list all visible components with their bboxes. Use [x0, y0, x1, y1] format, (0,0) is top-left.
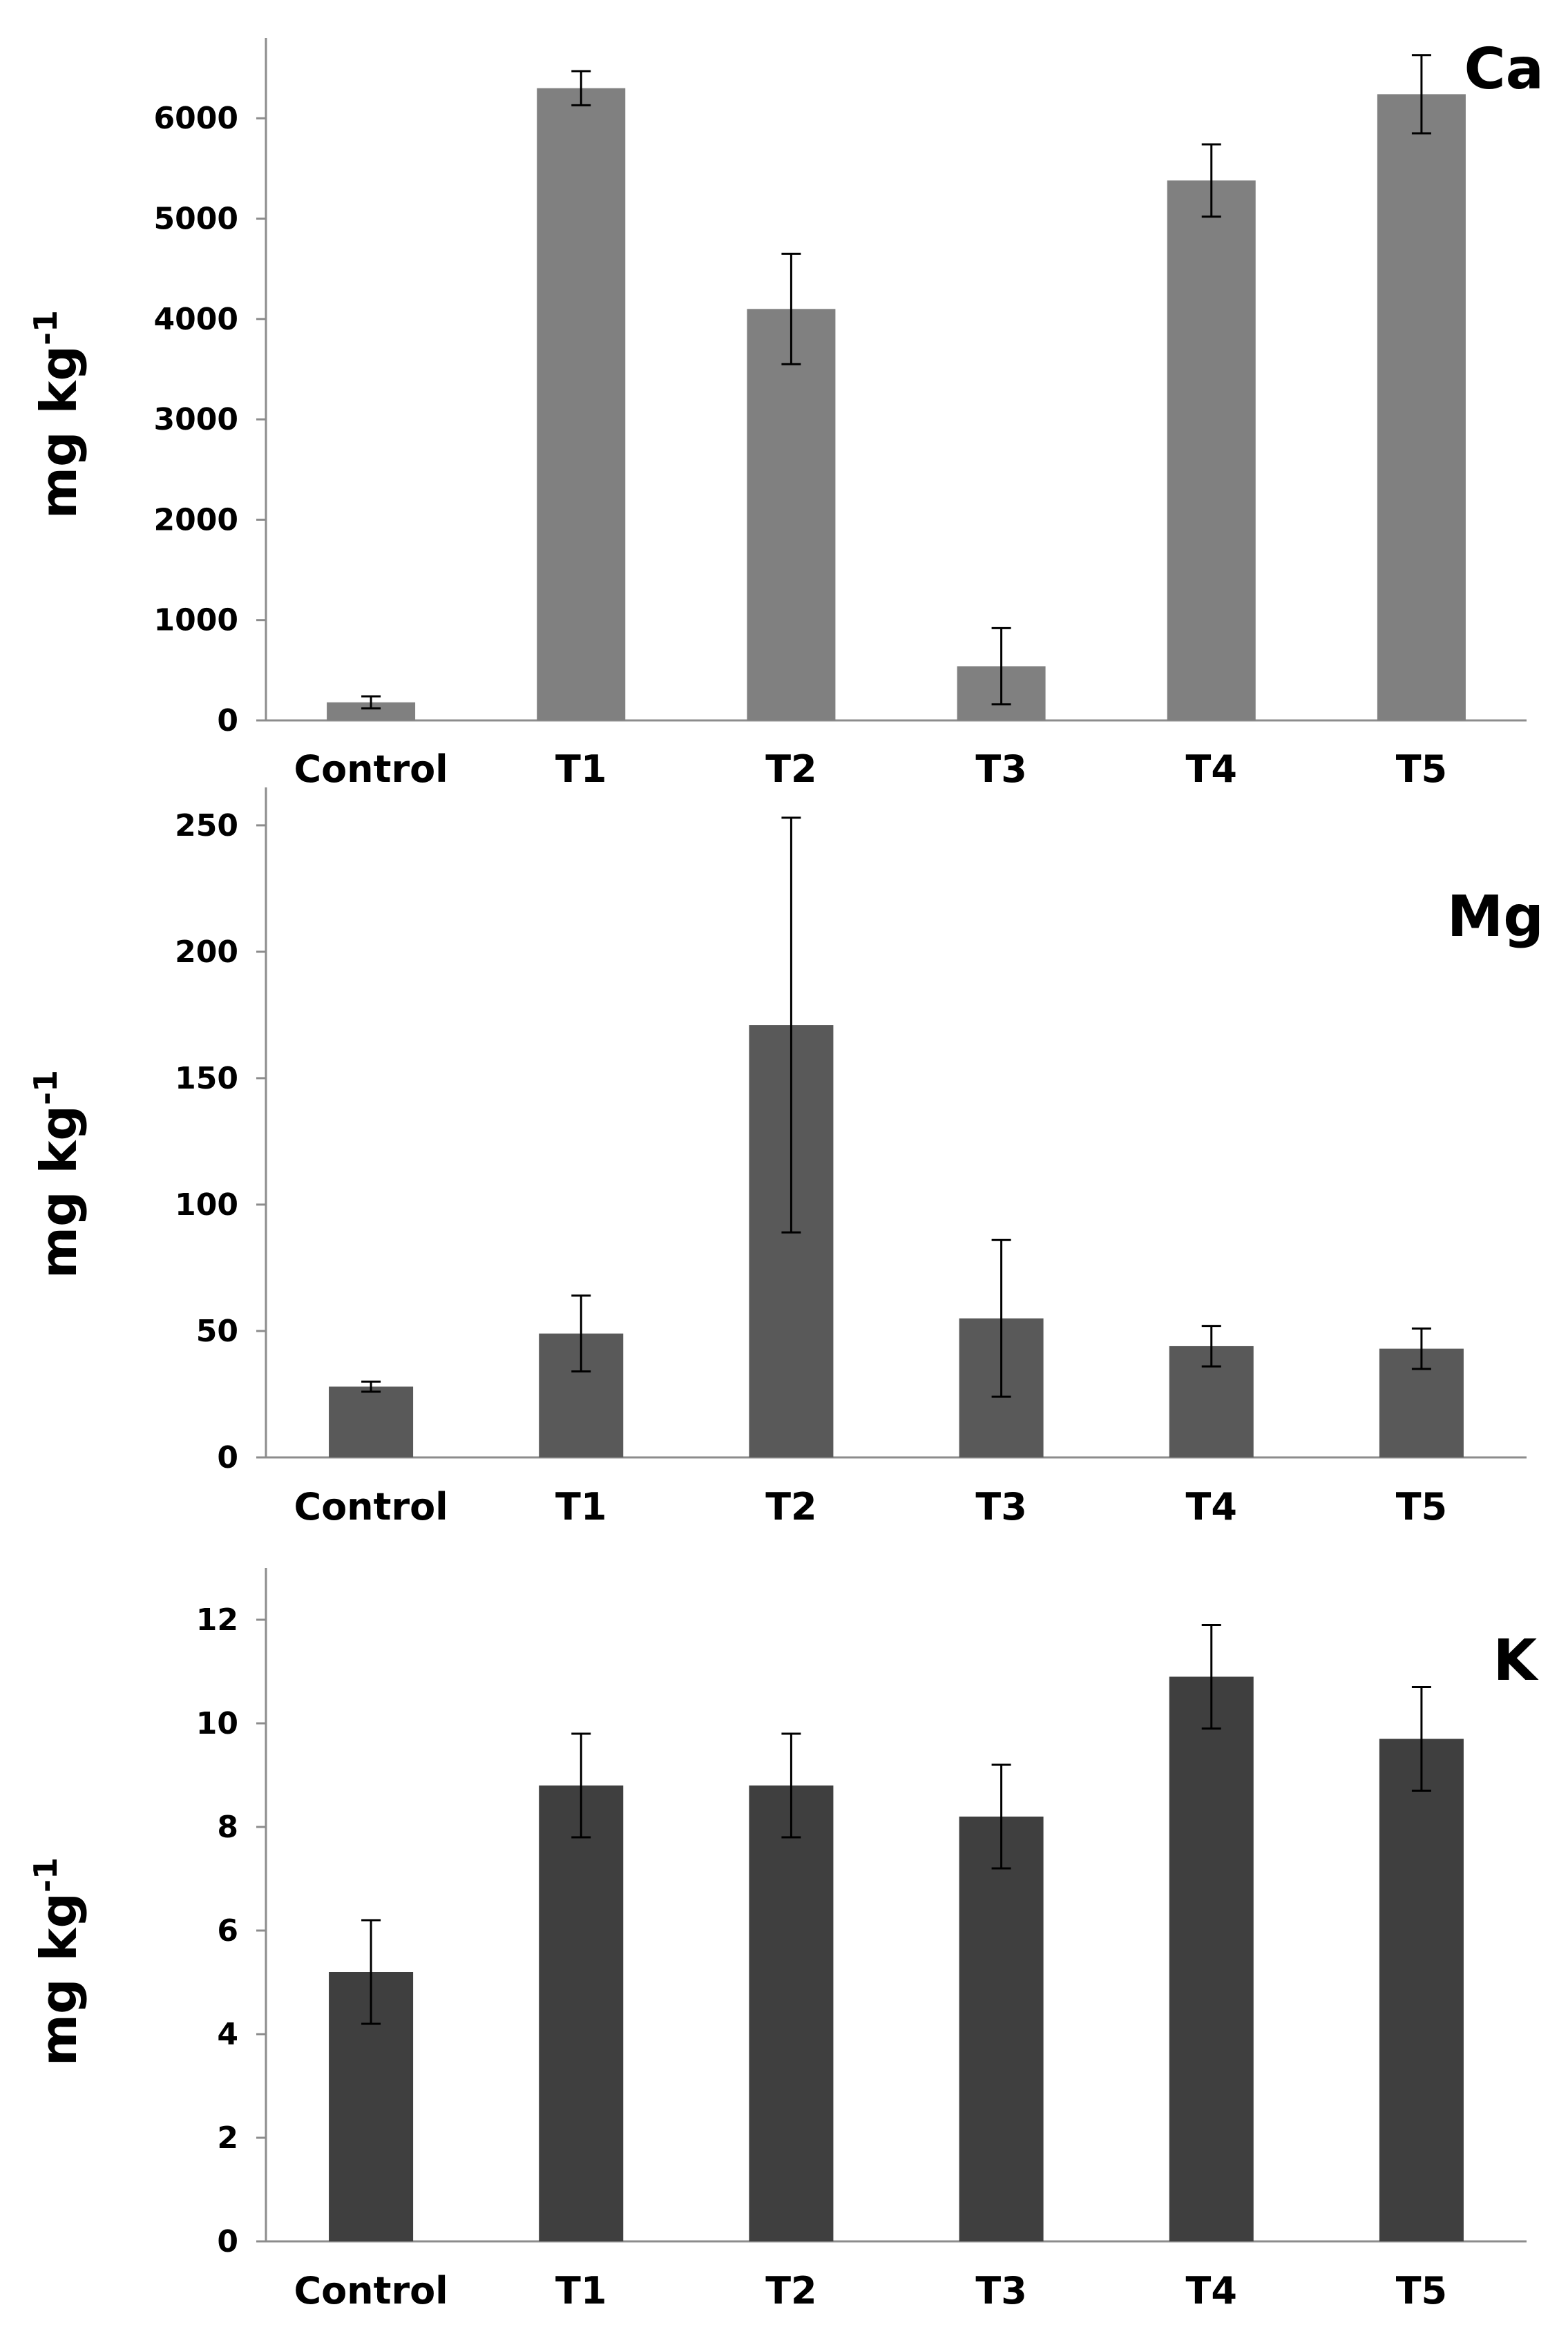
k-ytick-label-12: 12: [196, 1602, 238, 1638]
mg-ytick-label-0: 0: [217, 1440, 238, 1475]
k-category-label-t1: T1: [555, 2269, 606, 2313]
mg-panel-title: Mg: [1447, 884, 1544, 950]
ca-errorbar-t1: [571, 70, 591, 106]
k-errorbar-t3: [991, 1763, 1011, 1870]
ca-ytick-label-5000: 5000: [154, 202, 238, 237]
mg-category-label-t2: T2: [765, 1485, 816, 1529]
k-ytick-label-8: 8: [217, 1810, 238, 1845]
k-ytick-label-2: 2: [217, 2120, 238, 2156]
ca-panel-title: Ca: [1464, 37, 1544, 102]
ca-ytick-label-0: 0: [217, 703, 238, 738]
ca-category-label-t4: T4: [1186, 747, 1237, 791]
k-bar-t5: [1379, 1739, 1464, 2241]
ca-bar-t5: [1377, 94, 1466, 721]
ca-ytick-label-3000: 3000: [154, 402, 238, 437]
k-panel-title: K: [1493, 1628, 1539, 1694]
k-bar-t1: [539, 1785, 624, 2241]
k-category-label-t3: T3: [975, 2269, 1026, 2313]
k-ytick-label-6: 6: [217, 1913, 238, 1949]
ca-errorbar-t5: [1411, 54, 1431, 135]
k-chart: 0 2 4 6 8 10 12 Control T1 T2 T3 T4 T5 mg kg-1 K: [27, 1568, 1539, 2313]
ca-errorbar-t4: [1201, 143, 1221, 218]
ca-errorbar-control: [361, 695, 381, 710]
k-errorbar-t4: [1201, 1624, 1221, 1730]
k-ytick-label-10: 10: [196, 1706, 238, 1741]
mg-ytick-label-100: 100: [175, 1187, 238, 1223]
ca-category-label-t2: T2: [765, 747, 816, 791]
k-ytick-label-0: 0: [217, 2224, 238, 2259]
k-category-label-t2: T2: [765, 2269, 816, 2313]
ca-ytick-label-6000: 6000: [154, 101, 238, 136]
k-bar-t2: [749, 1785, 834, 2241]
ca-chart: 0 1000 2000 3000 4000 5000 6000 Control T1 T2 T3 T4…: [27, 37, 1544, 791]
mg-category-label-t4: T4: [1186, 1485, 1237, 1529]
k-errorbar-t5: [1411, 1686, 1431, 1792]
mg-errorbar-t4: [1201, 1325, 1221, 1368]
k-bar-t4: [1169, 1676, 1254, 2241]
mg-y-axis-label: mg kg-1: [27, 1070, 88, 1279]
mg-ytick-label-150: 150: [175, 1061, 238, 1096]
k-errorbar-control: [361, 1919, 381, 2025]
mg-chart: 0 50 100 150 200 250 Control T1 T2 T3 T4 T5 mg kg-1 M…: [27, 787, 1544, 1529]
mg-category-label-control: Control: [294, 1485, 448, 1529]
mg-errorbar-t3: [991, 1238, 1011, 1398]
ca-y-axis-label: mg kg-1: [27, 310, 88, 519]
mg-bar-control: [329, 1386, 414, 1457]
mg-errorbar-control: [361, 1380, 381, 1393]
ca-errorbar-t2: [781, 252, 801, 365]
ca-ytick-label-1000: 1000: [154, 603, 238, 638]
ca-category-label-t3: T3: [975, 747, 1026, 791]
k-category-label-t5: T5: [1396, 2269, 1447, 2313]
mg-ytick-label-200: 200: [175, 935, 238, 970]
k-errorbar-t2: [781, 1732, 801, 1839]
mg-errorbar-t2: [781, 816, 801, 1234]
mg-category-label-t1: T1: [555, 1485, 606, 1529]
mg-category-label-t5: T5: [1396, 1485, 1447, 1529]
k-category-label-t4: T4: [1186, 2269, 1237, 2313]
ca-bar-t1: [537, 88, 626, 721]
ca-category-label-t1: T1: [555, 747, 606, 791]
ca-bar-t2: [747, 309, 836, 720]
ca-ytick-label-2000: 2000: [154, 502, 238, 537]
k-bar-t3: [959, 1817, 1044, 2241]
ca-category-label-control: Control: [294, 747, 448, 791]
ca-bar-t4: [1167, 180, 1256, 721]
k-category-label-control: Control: [294, 2269, 448, 2313]
ca-category-label-t5: T5: [1396, 747, 1447, 791]
mg-ytick-label-50: 50: [196, 1314, 238, 1349]
k-y-axis-label: mg kg-1: [27, 1857, 88, 2066]
k-ytick-label-4: 4: [217, 2017, 238, 2052]
mg-errorbar-t5: [1411, 1327, 1431, 1370]
mg-ytick-label-250: 250: [175, 808, 238, 843]
k-errorbar-t1: [571, 1732, 591, 1839]
mg-category-label-t3: T3: [975, 1485, 1026, 1529]
ca-errorbar-t3: [991, 626, 1011, 706]
ca-ytick-label-4000: 4000: [154, 302, 238, 337]
mg-errorbar-t1: [571, 1294, 591, 1373]
